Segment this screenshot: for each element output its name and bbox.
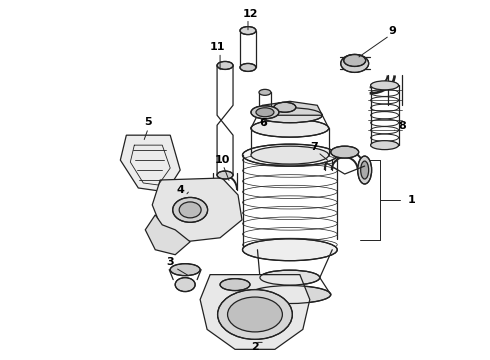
Ellipse shape <box>217 62 233 69</box>
Ellipse shape <box>257 108 322 123</box>
Text: 6: 6 <box>259 118 267 128</box>
Ellipse shape <box>240 63 256 71</box>
Polygon shape <box>200 275 310 349</box>
Ellipse shape <box>251 146 329 164</box>
Ellipse shape <box>251 106 279 119</box>
Ellipse shape <box>240 27 256 35</box>
Text: 2: 2 <box>251 342 259 352</box>
Ellipse shape <box>361 161 368 179</box>
Ellipse shape <box>370 81 398 90</box>
Ellipse shape <box>331 146 359 158</box>
Ellipse shape <box>256 108 274 117</box>
Text: 5: 5 <box>145 117 152 127</box>
Ellipse shape <box>218 289 293 339</box>
Ellipse shape <box>175 278 195 292</box>
Text: 3: 3 <box>167 257 174 267</box>
Ellipse shape <box>172 197 208 222</box>
Ellipse shape <box>251 119 329 137</box>
Ellipse shape <box>370 141 398 150</box>
Ellipse shape <box>179 202 201 218</box>
Polygon shape <box>257 101 322 115</box>
Ellipse shape <box>249 285 331 303</box>
Ellipse shape <box>217 171 233 179</box>
Text: 9: 9 <box>389 26 396 36</box>
Polygon shape <box>145 215 190 255</box>
Polygon shape <box>152 178 242 242</box>
Polygon shape <box>121 135 180 192</box>
Ellipse shape <box>170 264 200 276</box>
Ellipse shape <box>227 297 282 332</box>
Ellipse shape <box>243 239 337 261</box>
Text: 11: 11 <box>209 41 225 51</box>
Ellipse shape <box>343 54 366 67</box>
Ellipse shape <box>259 89 271 95</box>
Text: 10: 10 <box>215 155 230 165</box>
Text: 8: 8 <box>399 121 406 131</box>
Ellipse shape <box>341 54 368 72</box>
Text: 4: 4 <box>176 185 184 195</box>
Text: 12: 12 <box>242 9 258 19</box>
Ellipse shape <box>274 102 296 112</box>
Ellipse shape <box>220 279 250 291</box>
Ellipse shape <box>243 144 337 166</box>
Text: 1: 1 <box>408 195 416 205</box>
Ellipse shape <box>358 156 371 184</box>
Text: 7: 7 <box>310 142 318 152</box>
Ellipse shape <box>260 270 320 285</box>
